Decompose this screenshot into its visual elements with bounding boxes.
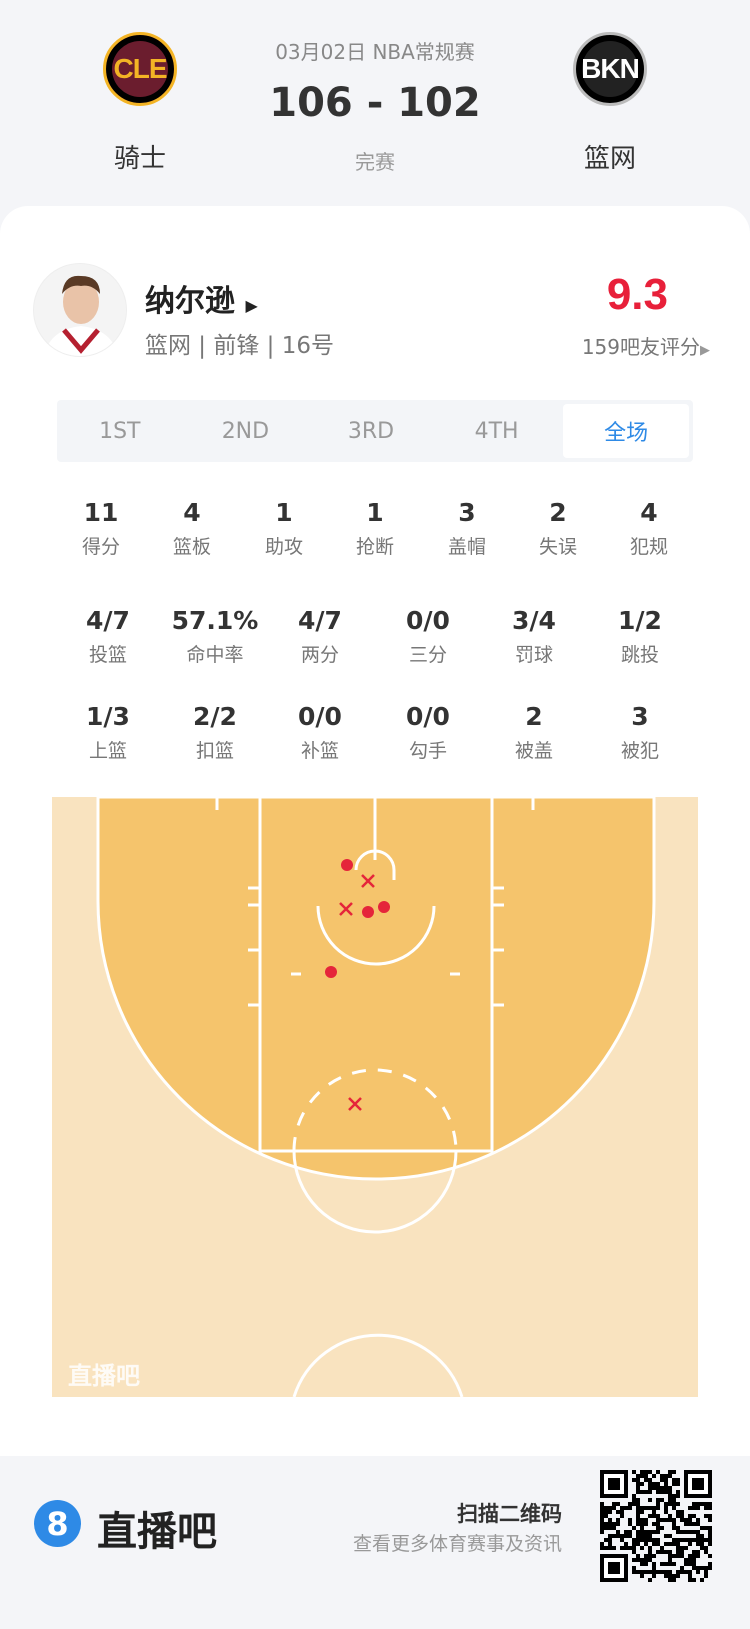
stat-value: 1 [275, 498, 293, 527]
stat-value: 1 [366, 498, 384, 527]
home-team-name[interactable]: 骑士 [113, 144, 166, 174]
match-status: 完赛 [355, 150, 395, 174]
stat-item: 3 被犯 [590, 702, 690, 763]
stat-value: 0/0 [298, 702, 342, 731]
stat-item: 0/0 勾手 [378, 702, 478, 763]
stat-item: 1 抢断 [325, 498, 425, 559]
stat-value: 3 [631, 702, 649, 731]
nets-logo[interactable]: BKN [573, 32, 647, 106]
stat-label: 命中率 [186, 644, 244, 666]
stat-item: 4 犯规 [599, 498, 699, 559]
qr-title: 扫描二维码 [457, 1502, 562, 1526]
cavaliers-logo[interactable]: CLE [103, 32, 177, 106]
stat-value: 4 [183, 498, 201, 527]
three-point-area [96, 795, 656, 1181]
shot-made [325, 966, 337, 978]
stat-label: 犯规 [629, 536, 668, 558]
stat-label: 罚球 [514, 644, 553, 666]
stat-value: 4 [640, 498, 658, 527]
stat-label: 扣篮 [195, 740, 234, 762]
stat-value: 0/0 [406, 702, 450, 731]
stat-value: 2/2 [193, 702, 237, 731]
stat-value: 4/7 [298, 606, 342, 635]
stat-item: 4 篮板 [142, 498, 242, 559]
shot-made [341, 859, 353, 871]
stat-label: 篮板 [172, 536, 211, 558]
shot-missed [348, 1097, 362, 1111]
court-lines [215, 795, 535, 1398]
tab-2nd[interactable]: 2ND [221, 418, 270, 444]
rating-count-label: 159吧友评分 [581, 335, 700, 359]
tab-1st[interactable]: 1ST [99, 418, 141, 444]
shot-made [378, 901, 390, 913]
shot-missed [339, 902, 353, 916]
stat-item: 0/0 三分 [378, 606, 478, 667]
stat-item: 2/2 扣篮 [165, 702, 265, 763]
stat-item: 3 盖帽 [417, 498, 517, 559]
stat-item: 1 助攻 [234, 498, 334, 559]
rating-link[interactable]: 159吧友评分▶ [582, 331, 710, 360]
tab-3rd[interactable]: 3RD [347, 418, 395, 444]
stat-value: 1/2 [618, 606, 662, 635]
stat-value: 4/7 [86, 606, 130, 635]
stat-item: 4/7 两分 [270, 606, 370, 667]
stat-item: 2 被盖 [484, 702, 584, 763]
player-name-link[interactable]: 纳尔逊 ▶ [145, 276, 258, 320]
tab-4th[interactable]: 4TH [474, 418, 519, 444]
stat-label: 勾手 [408, 740, 447, 762]
period-tabs: 1ST 2ND 3RD 4TH 全场 [57, 400, 693, 462]
brand-logo-icon: 8 [34, 1500, 81, 1547]
stat-value: 11 [83, 498, 119, 527]
stat-label: 被犯 [620, 740, 659, 762]
match-date-league: 03月02日 NBA常规赛 [275, 40, 475, 64]
stat-value: 57.1% [171, 606, 259, 635]
away-team-name[interactable]: 篮网 [583, 144, 636, 174]
stat-value: 2 [549, 498, 567, 527]
stat-item: 0/0 补篮 [270, 702, 370, 763]
stat-label: 被盖 [514, 740, 553, 762]
stat-label: 得分 [81, 536, 120, 558]
stat-label: 两分 [300, 644, 339, 666]
brand-name: 直播吧 [97, 1509, 217, 1555]
stat-item: 11 得分 [51, 498, 151, 559]
shot-missed [361, 874, 375, 888]
shot-made [362, 906, 374, 918]
caret-right-icon: ▶ [245, 296, 258, 315]
stat-label: 抢断 [355, 536, 394, 558]
stat-value: 0/0 [406, 606, 450, 635]
stat-label: 上篮 [88, 740, 127, 762]
qr-subtitle: 查看更多体育赛事及资讯 [352, 1533, 562, 1555]
qr-code[interactable] [600, 1470, 712, 1582]
stat-label: 三分 [408, 644, 447, 666]
stat-item: 4/7 投篮 [58, 606, 158, 667]
stat-item: 2 失误 [508, 498, 608, 559]
stat-value: 2 [525, 702, 543, 731]
player-avatar[interactable] [33, 263, 127, 357]
stat-item: 1/2 跳投 [590, 606, 690, 667]
stat-value: 1/3 [86, 702, 130, 731]
tab-全场[interactable]: 全场 [563, 404, 689, 458]
stat-label: 助攻 [264, 536, 303, 558]
stat-value: 3/4 [512, 606, 556, 635]
player-rating: 9.3 [606, 270, 668, 319]
stat-label: 失误 [538, 536, 577, 558]
player-name: 纳尔逊 [145, 284, 235, 319]
stat-label: 跳投 [620, 644, 659, 666]
stat-value: 3 [458, 498, 476, 527]
caret-right-icon: ▶ [700, 343, 710, 358]
match-score: 106 - 102 [269, 80, 481, 126]
stat-label: 投篮 [88, 644, 127, 666]
player-info: 篮网 | 前锋 | 16号 [145, 333, 335, 359]
stat-label: 补篮 [300, 740, 339, 762]
stat-label: 盖帽 [447, 536, 486, 558]
watermark: 直播吧 [68, 1362, 140, 1390]
stat-item: 1/3 上篮 [58, 702, 158, 763]
stat-item: 3/4 罚球 [484, 606, 584, 667]
stat-item: 57.1% 命中率 [165, 606, 265, 667]
